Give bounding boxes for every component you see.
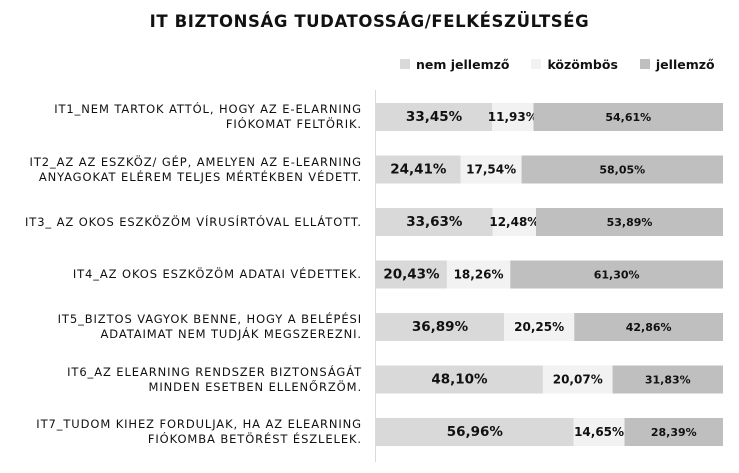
category-label-line: IT4_AZ OKOS ESZKÖZÖM ADATAI VÉDETTEK. <box>72 267 362 281</box>
category-label: IT4_AZ OKOS ESZKÖZÖM ADATAI VÉDETTEK. <box>8 267 362 282</box>
bar-segment <box>376 365 543 394</box>
legend-label: közömbös <box>547 56 618 72</box>
data-label: 28,39% <box>651 426 697 439</box>
bar-segment <box>504 313 575 341</box>
category-label-line: IT1_NEM TARTOK ATTÓL, HOGY AZ E-ELARNING <box>54 102 362 116</box>
bar-segment <box>612 365 723 394</box>
bar-segment <box>492 103 534 131</box>
legend-item: közömbös <box>531 56 618 72</box>
data-label: 17,54% <box>466 163 516 177</box>
data-label: 61,30% <box>594 269 640 282</box>
data-label: 11,93% <box>488 110 538 124</box>
category-label-line: IT7_TUDOM KIHEZ FORDULJAK, HA AZ ELEARNI… <box>36 417 362 431</box>
bar-segment <box>521 155 723 184</box>
data-label: 20,07% <box>553 373 603 387</box>
bar-segment <box>573 418 625 446</box>
bar-segment <box>376 260 447 289</box>
category-label: IT2_AZ AZ ESZKÖZ/ GÉP, AMELYEN AZ E-LEAR… <box>8 155 362 185</box>
category-label-line: ADATAIMAT NEM TUDJÁK MEGSZEREZNI. <box>100 327 362 341</box>
data-label: 20,25% <box>514 320 564 334</box>
bar-segment <box>376 208 493 236</box>
legend-label: jellemző <box>655 56 715 72</box>
category-label-line: MINDEN ESETBEN ELLENŐRZÖM. <box>148 379 362 394</box>
legend-item: nem jellemző <box>400 57 509 72</box>
data-label: 31,83% <box>645 374 691 387</box>
legend: nem jellemző közömbös jellemző <box>400 56 737 72</box>
legend-item: jellemző <box>639 56 715 72</box>
bar-segment <box>376 418 574 446</box>
category-label-line: IT5_BIZTOS VAGYOK BENNE, HOGY A BELÉPÉSI <box>57 312 362 326</box>
data-label: 12,48% <box>489 215 539 229</box>
category-label: IT7_TUDOM KIHEZ FORDULJAK, HA AZ ELEARNI… <box>8 417 362 447</box>
category-label-line: FIÓKOMBA BETÖRÉST ÉSZLELEK. <box>147 432 362 446</box>
data-label: 14,65% <box>574 425 624 439</box>
data-label: 20,43% <box>383 267 440 283</box>
data-label: 53,89% <box>607 216 653 229</box>
legend-swatch <box>531 59 542 69</box>
data-label: 18,26% <box>454 268 504 282</box>
data-label: 56,96% <box>447 424 504 440</box>
bar-segment <box>510 260 723 289</box>
bar-segment <box>376 103 493 131</box>
category-label-line: IT2_AZ AZ ESZKÖZ/ GÉP, AMELYEN AZ E-LEAR… <box>29 154 362 169</box>
category-label-line: IT6_AZ ELEARNING RENDSZER BIZTONSÁGÁT <box>67 364 362 379</box>
category-label-line: FIÓKOMAT FELTÖRIK. <box>225 117 362 131</box>
legend-swatch <box>639 59 650 69</box>
category-label: IT5_BIZTOS VAGYOK BENNE, HOGY A BELÉPÉSI… <box>8 312 362 342</box>
data-label: 42,86% <box>626 321 672 334</box>
data-label: 33,45% <box>406 109 463 125</box>
bar-segment <box>492 208 537 236</box>
legend-label: nem jellemző <box>416 56 510 72</box>
category-label: IT6_AZ ELEARNING RENDSZER BIZTONSÁGÁT MIN… <box>8 365 362 395</box>
bar-segment <box>574 313 723 341</box>
category-label-line: ANYAGOKAT ELÉREM TELJES MÉRTÉKBEN VÉDETT… <box>38 169 362 184</box>
chart-title: IT BIZTONSÁG TUDATOSSÁG/FELKÉSZÜLTSÉG <box>149 12 590 31</box>
bar-segment <box>536 208 723 236</box>
bar-segment <box>460 155 522 184</box>
data-label: 54,61% <box>605 111 651 124</box>
data-label: 33,63% <box>406 214 463 230</box>
data-label: 58,05% <box>599 164 645 177</box>
legend-swatch <box>400 59 410 69</box>
bar-segment <box>533 103 723 131</box>
bar-segment <box>624 418 723 446</box>
bar-segment <box>542 365 613 394</box>
bar-segment <box>376 313 505 341</box>
category-label: IT1_NEM TARTOK ATTÓL, HOGY AZ E-ELARNING… <box>8 102 362 132</box>
bar-segment <box>376 155 461 184</box>
bar-segment <box>446 260 511 289</box>
data-label: 48,10% <box>431 372 488 388</box>
category-label-line: IT3_ AZ OKOS ESZKÖZÖM VÍRUSÍRTÓVAL ELLÁT… <box>24 214 362 229</box>
category-label: IT3_ AZ OKOS ESZKÖZÖM VÍRUSÍRTÓVAL ELLÁT… <box>8 215 362 230</box>
data-label: 36,89% <box>412 319 469 335</box>
data-label: 24,41% <box>390 162 447 178</box>
